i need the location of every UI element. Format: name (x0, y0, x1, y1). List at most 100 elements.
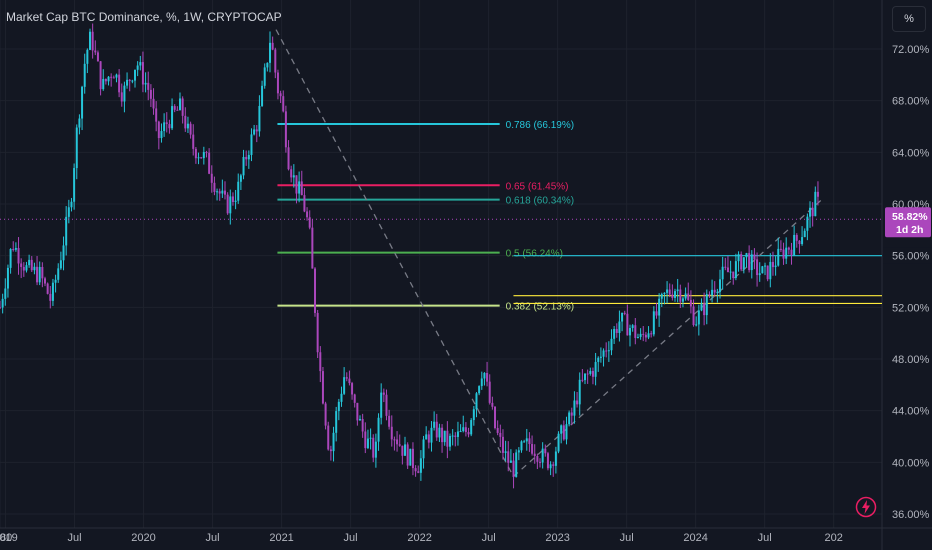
candle-body (62, 245, 65, 261)
candle-body (229, 196, 232, 214)
candle-body (120, 92, 123, 102)
candle-body (152, 98, 155, 109)
candle-body (36, 266, 39, 283)
candle-body (483, 372, 486, 379)
candle-body (512, 460, 515, 477)
candle-body (446, 430, 449, 447)
candle-body (67, 207, 70, 217)
candle-body (184, 115, 187, 129)
candle-body (324, 403, 327, 426)
candle-body (165, 122, 168, 125)
candle-body (6, 267, 9, 289)
candle-body (626, 313, 629, 336)
candle-body (231, 196, 234, 202)
candle-body (118, 74, 121, 93)
candle-body (597, 357, 600, 362)
candle-body (253, 129, 256, 135)
candle-body (327, 425, 330, 450)
candle-body (615, 328, 618, 333)
candle-body (73, 168, 76, 202)
candle-body (644, 334, 647, 338)
candle-body (631, 325, 634, 329)
candle-body (359, 419, 362, 421)
candle-body (729, 271, 732, 273)
x-tick-label: Jul (344, 532, 358, 544)
current-price-badge (885, 207, 931, 238)
candle-body (801, 237, 804, 245)
candle-body (192, 134, 195, 149)
candle-body (128, 79, 131, 82)
lightning-icon[interactable] (855, 496, 877, 518)
candle-body (345, 377, 348, 379)
candle-body (81, 86, 84, 119)
candle-body (54, 279, 57, 283)
candle-body (599, 356, 602, 358)
candle-body (700, 303, 703, 311)
candle-body (764, 265, 767, 267)
candle-body (621, 312, 624, 322)
candle-body (274, 49, 277, 73)
candle-body (748, 253, 751, 271)
candle-body (41, 266, 44, 279)
candle-body (753, 254, 756, 260)
candle-body (374, 441, 377, 458)
candle-body (623, 312, 626, 314)
candle-body (509, 460, 512, 463)
candle-body (115, 74, 118, 78)
fib-level-label: 0.5 (56.24%) (506, 249, 563, 260)
candle-body (110, 76, 113, 78)
x-tick-label: 2024 (683, 532, 707, 544)
candle-body (689, 299, 692, 307)
candle-body (335, 411, 338, 433)
candle-body (22, 266, 25, 271)
candle-body (86, 49, 89, 64)
candle-body (766, 265, 769, 280)
candle-body (406, 444, 409, 466)
candle-body (1, 298, 4, 308)
candle-body (295, 175, 298, 194)
candle-body (488, 381, 491, 403)
candle-body (544, 448, 547, 454)
candle-body (581, 379, 584, 381)
candle-body (221, 190, 224, 194)
candle-body (586, 373, 589, 375)
candle-body (247, 154, 250, 160)
candle-body (266, 62, 269, 68)
candle-body (658, 298, 661, 316)
candle-body (425, 434, 428, 440)
candle-body (9, 249, 12, 268)
candle-body (793, 234, 796, 256)
candle-body (806, 216, 809, 231)
fib-level-label: 0.786 (66.19%) (506, 120, 574, 131)
candle-body (351, 383, 354, 395)
candle-body (131, 80, 134, 82)
candle-body (539, 461, 542, 463)
candle-body (282, 96, 285, 112)
candle-body (467, 432, 470, 435)
candle-body (173, 106, 176, 110)
y-tick-label: 36.00% (892, 509, 930, 521)
candle-body (51, 282, 54, 301)
candle-body (687, 293, 690, 300)
candle-body (348, 378, 351, 384)
candle-body (787, 247, 790, 250)
candle-body (404, 444, 407, 456)
candle-body (803, 230, 806, 238)
candle-body (438, 427, 441, 438)
candle-body (811, 207, 814, 217)
candle-body (261, 85, 264, 106)
candle-body (705, 294, 708, 316)
candle-body (650, 333, 653, 335)
candle-body (393, 439, 396, 441)
candle-body (507, 451, 510, 463)
candle-body (684, 293, 687, 299)
candle-body (210, 173, 213, 183)
candle-body (168, 124, 171, 129)
candle-body (655, 311, 658, 316)
candle-body (250, 134, 253, 155)
candle-body (292, 175, 295, 178)
candle-body (234, 200, 237, 202)
unit-toggle-button[interactable]: % (892, 6, 926, 32)
candle-body (703, 303, 706, 316)
